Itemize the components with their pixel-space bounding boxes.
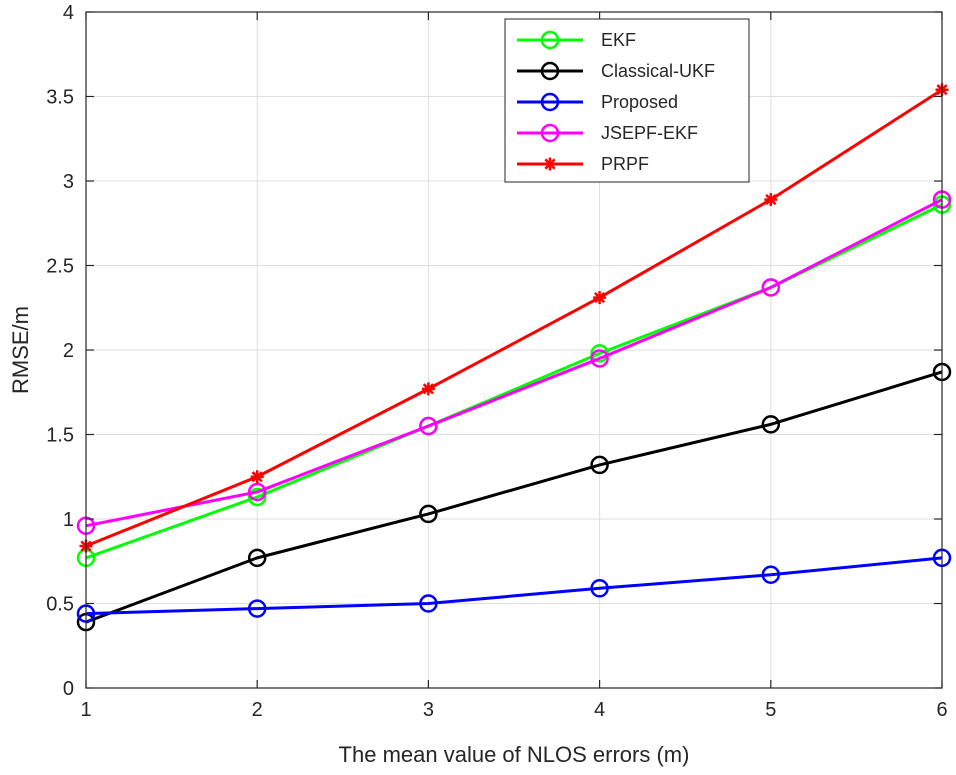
axis-ticks: 1 2 3 4 5 6 0 0.5 1 1.5 2 2.5 3 3.5 4: [46, 2, 947, 721]
data-point-proposed: [590, 579, 609, 598]
data-point-prpf: [593, 291, 607, 305]
data-point-prpf: [250, 470, 264, 484]
legend: EKF Classical-UKF Proposed JSEPF-EKF PRPF: [504, 18, 750, 183]
star-marker-stroke: [765, 194, 777, 206]
data-point-classical-ukf: [761, 415, 781, 434]
data-point-jsepf-ekf: [247, 482, 267, 502]
x-tick-label: 5: [765, 699, 776, 721]
data-point-classical-ukf: [247, 548, 267, 568]
data-point-proposed: [419, 594, 438, 613]
y-tick-label: 2.5: [46, 256, 74, 278]
x-tick-label: 4: [594, 699, 605, 721]
series-line-classical-ukf: [85, 370, 943, 624]
legend-label: Classical-UKF: [601, 61, 715, 81]
x-axis-title: The mean value of NLOS errors (m): [339, 742, 690, 767]
legend-item-classical-ukf: Classical-UKF: [517, 61, 715, 81]
star-marker-stroke: [251, 471, 263, 483]
data-point-jsepf-ekf: [419, 416, 438, 436]
legend-marker: [540, 92, 560, 112]
y-tick-label: 1.5: [46, 425, 74, 447]
legend-item-proposed: Proposed: [517, 92, 678, 112]
data-point-prpf: [764, 193, 778, 207]
legend-label: PRPF: [601, 154, 649, 174]
legend-marker: [540, 123, 560, 143]
data-point-jsepf-ekf: [590, 349, 609, 368]
series-jsepf-ekf: [76, 190, 952, 536]
legend-marker: [540, 30, 560, 50]
x-tick-label: 1: [80, 699, 91, 721]
y-tick-label: 2: [63, 340, 74, 362]
series-line-prpf: [85, 88, 943, 548]
x-tick-label: 3: [423, 699, 434, 721]
y-tick-label: 0: [63, 678, 74, 700]
y-tick-label: 1: [63, 509, 74, 531]
data-point-proposed: [761, 565, 781, 585]
legend-item-ekf: EKF: [517, 30, 636, 50]
series-prpf: [79, 83, 949, 553]
y-axis-title: RMSE/m: [8, 306, 33, 394]
star-marker-stroke: [594, 292, 606, 304]
x-tick-label: 2: [252, 699, 263, 721]
series-line-jsepf-ekf: [85, 198, 943, 528]
data-point-ekf: [590, 344, 609, 363]
legend-marker: [543, 157, 557, 171]
y-tick-label: 3: [63, 171, 74, 193]
star-marker-stroke: [422, 383, 434, 395]
data-point-classical-ukf: [419, 504, 438, 524]
series-line-proposed: [85, 556, 943, 616]
legend-label: Proposed: [601, 92, 678, 112]
data-point-prpf: [421, 382, 435, 396]
y-tick-label: 0.5: [46, 594, 74, 616]
star-marker-stroke: [544, 158, 556, 170]
data-point-ekf: [247, 487, 267, 507]
legend-item-jsepf-ekf: JSEPF-EKF: [517, 123, 698, 143]
y-tick-label: 3.5: [46, 87, 74, 109]
x-tick-label: 6: [936, 699, 947, 721]
legend-marker: [540, 61, 560, 81]
data-point-proposed: [247, 599, 267, 618]
legend-item-prpf: PRPF: [517, 154, 649, 174]
data-point-classical-ukf: [590, 455, 609, 475]
y-tick-label: 4: [63, 2, 74, 24]
data-point-jsepf-ekf: [761, 278, 781, 297]
legend-label: JSEPF-EKF: [601, 123, 698, 143]
legend-label: EKF: [601, 30, 636, 50]
